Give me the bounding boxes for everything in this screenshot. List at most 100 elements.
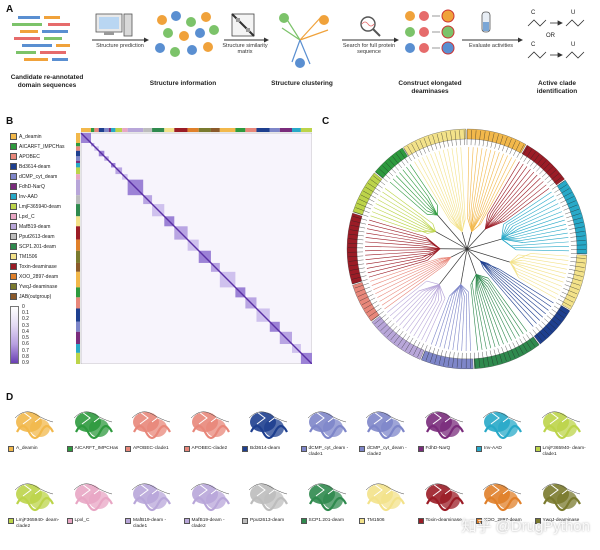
tree-branch (427, 196, 438, 216)
tree-branch (489, 171, 535, 223)
tree-tip (493, 349, 498, 364)
tree-branch (365, 251, 429, 256)
tree-tip (561, 291, 576, 299)
legend-item: LmjF365940-deam (10, 203, 61, 213)
tree-branch (434, 284, 440, 302)
legend-swatch (10, 213, 17, 221)
protein-swatch (534, 446, 541, 452)
tree-tip (568, 269, 584, 273)
tree-branch (381, 265, 443, 306)
heatmap-top-annotation (127, 128, 144, 132)
tree-tip (352, 216, 368, 221)
tree-tip (516, 144, 525, 158)
tree-tip (560, 196, 574, 204)
tree-branch (377, 265, 437, 298)
tree-branch (480, 159, 516, 225)
tree-branch (426, 280, 440, 285)
protein-cartoon-icon (190, 481, 230, 512)
tree-branch (508, 215, 564, 235)
tree-tip (407, 145, 416, 160)
tree-tip (494, 134, 499, 149)
tree-tip (554, 184, 568, 193)
tree-tip (570, 240, 586, 242)
tree-tip (547, 173, 560, 184)
tree-branch (438, 150, 459, 219)
protein-structure: MafB19-deam -clade1 (123, 472, 181, 542)
tree-clade-ring (346, 212, 363, 285)
tree-branch (476, 274, 489, 282)
protein-name: AICARFT_IMPCHas (74, 446, 119, 451)
protein-cartoon-icon (424, 409, 464, 440)
tree-tip (509, 140, 516, 155)
tree-tip (403, 148, 412, 162)
tree-tip (450, 131, 453, 147)
tree-tip (549, 312, 562, 322)
tree-branch (367, 258, 425, 274)
legend-label: JAB(outgroup) (19, 294, 52, 300)
tree-branch (466, 238, 502, 250)
tree-tip (438, 350, 443, 365)
heatmap-left-annotation (76, 216, 80, 227)
protein-structure: Bd3614-deam (240, 400, 298, 470)
protein-label: Lpxl_C (66, 518, 123, 524)
tree-branch (496, 168, 531, 213)
legend-swatch (10, 193, 17, 201)
tree-tip (447, 351, 451, 367)
legend-swatch (10, 293, 17, 301)
tree-branch (466, 228, 486, 250)
panel-label-d: D (6, 392, 14, 403)
tree-branch (425, 236, 441, 250)
tree-branch (525, 266, 565, 279)
colorbar-tick: 0.9 (22, 360, 29, 366)
protein-cartoon-icon (131, 481, 171, 512)
tree-branch (466, 248, 477, 275)
tree-branch (366, 228, 430, 242)
colorbar-tick: 0.1 (22, 310, 29, 317)
tree-branch (433, 248, 441, 255)
tree-branch (434, 152, 458, 222)
protein-swatch (417, 518, 424, 524)
protein-swatch (359, 518, 365, 524)
legend-swatch (10, 173, 17, 181)
protein-row-1: A_deamin AICARFT_IMPCHas APOBEC-clade1 APOB… (6, 400, 596, 470)
protein-structure: Lpxl_C (65, 472, 123, 542)
tree-tip (382, 165, 394, 177)
tree-branch (373, 207, 427, 231)
magnifier-icon (360, 16, 381, 37)
colorbar-tick: 0.6 (22, 341, 29, 348)
tree-tip (349, 263, 365, 267)
tree-branch (490, 268, 546, 315)
tree-branch (439, 248, 468, 285)
tree-tip (552, 180, 565, 190)
tree-tip (432, 135, 438, 150)
tree-branch (430, 153, 458, 224)
tree-tip (551, 309, 565, 319)
tree-tip (536, 160, 547, 172)
tree-tip (374, 314, 387, 325)
tree-clade-ring (556, 179, 588, 255)
tree-tip (353, 211, 369, 217)
tree-branch (520, 257, 568, 266)
tree-tip (360, 194, 375, 202)
legend-swatch (10, 183, 17, 191)
legend-item: JAB(outgroup) (10, 293, 51, 303)
tree-tip (355, 207, 370, 213)
tree-branch (489, 265, 549, 311)
tree-tip (532, 329, 543, 342)
tree-branch (392, 178, 427, 212)
protein-name: APOBEC-clade1 (133, 446, 169, 451)
protein-cartoon-icon (248, 481, 288, 512)
tree-branch (442, 149, 460, 216)
tree-branch (530, 253, 569, 257)
tree-branch (466, 248, 511, 263)
tree-tip (569, 265, 585, 268)
protein-swatch (183, 518, 190, 524)
tree-branch (471, 213, 483, 232)
tree-branch (513, 246, 569, 249)
phylogenetic-tree (346, 128, 588, 370)
tree-tip (417, 343, 424, 358)
legend-label: Pput2613-deam (19, 234, 55, 240)
protein-structure: dCMP_cyt_deam -clade1 (299, 400, 357, 470)
protein-swatch (476, 518, 482, 524)
tree-branch (475, 150, 496, 220)
